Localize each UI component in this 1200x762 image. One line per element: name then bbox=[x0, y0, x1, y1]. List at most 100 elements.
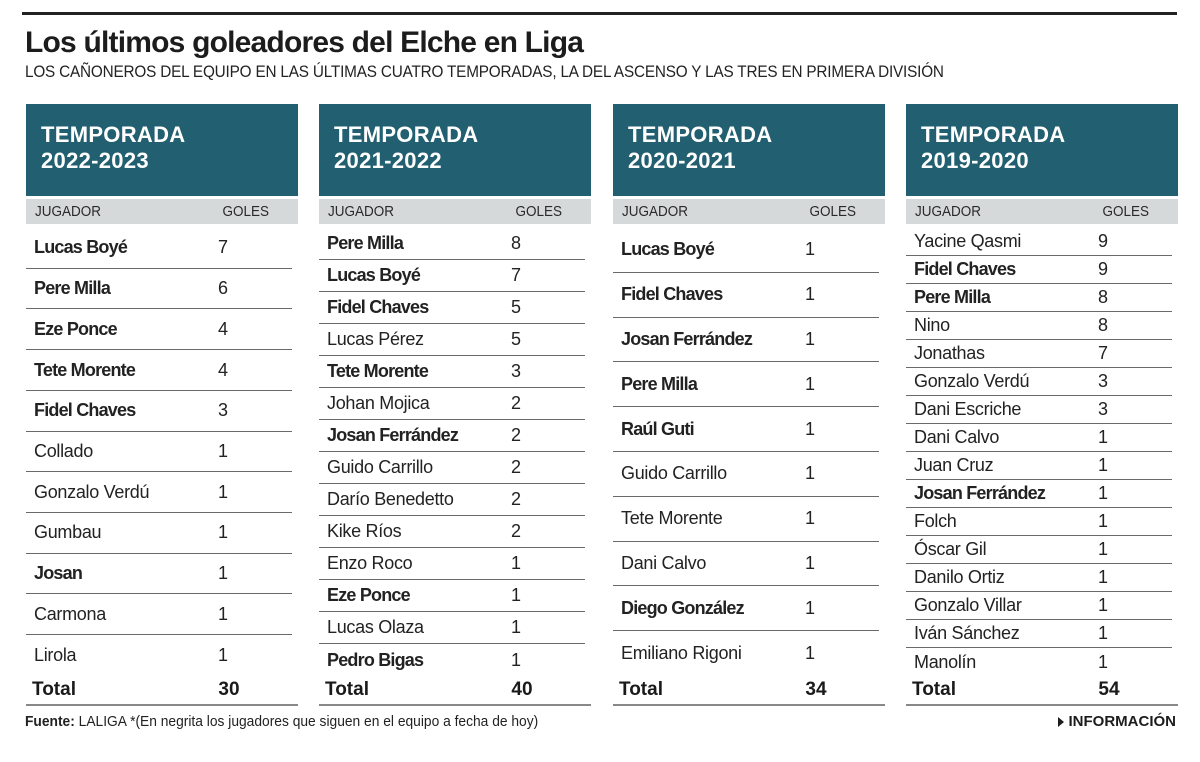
table-row: Pere Milla 8 bbox=[319, 228, 585, 260]
season-years: 2022-2023 bbox=[41, 148, 149, 173]
season-years: 2019-2020 bbox=[921, 148, 1029, 173]
player-goals: 1 bbox=[1097, 595, 1108, 615]
player-name: Josan Ferrández bbox=[621, 328, 753, 349]
player-name: Fidel Chaves bbox=[914, 259, 1016, 279]
total-row: Total 40 bbox=[319, 676, 591, 706]
total-goals: 30 bbox=[218, 679, 240, 700]
player-goals: 8 bbox=[1097, 287, 1108, 307]
player-goals: 4 bbox=[217, 318, 228, 339]
player-goals: 3 bbox=[1097, 371, 1108, 391]
table-row: Fidel Chaves 1 bbox=[613, 273, 879, 318]
table-row: Fidel Chaves 9 bbox=[906, 256, 1172, 284]
player-name: Emiliano Rigoni bbox=[621, 643, 742, 664]
table-row: Enzo Roco 1 bbox=[319, 548, 585, 580]
player-name: Lucas Boyé bbox=[34, 237, 128, 258]
total-label: Total bbox=[912, 679, 956, 700]
player-goals: 1 bbox=[510, 585, 521, 605]
player-name: Juan Cruz bbox=[914, 455, 994, 475]
table-row: Dani Calvo 1 bbox=[613, 542, 879, 587]
player-goals: 1 bbox=[804, 284, 815, 305]
player-goals: 2 bbox=[510, 393, 521, 413]
player-name: Dani Calvo bbox=[914, 427, 1000, 447]
season-header: TEMPORADA 2022-2023 bbox=[26, 104, 298, 196]
player-name: Diego González bbox=[621, 597, 745, 618]
player-name: Lucas Olaza bbox=[327, 617, 424, 637]
total-goals: 40 bbox=[511, 679, 533, 700]
player-goals: 7 bbox=[217, 237, 228, 258]
total-label: Total bbox=[325, 679, 369, 700]
season-header: TEMPORADA 2019-2020 bbox=[906, 104, 1178, 196]
table-row: Folch 1 bbox=[906, 508, 1172, 536]
player-list: Yacine Qasmi 9 Fidel Chaves 9 Pere Milla 8 Nin… bbox=[906, 228, 1178, 676]
table-row: Lucas Boyé 7 bbox=[319, 260, 585, 292]
column-header-player: JUGADOR bbox=[328, 203, 395, 220]
player-name: Fidel Chaves bbox=[34, 400, 136, 421]
player-name: Johan Mojica bbox=[327, 393, 430, 413]
player-name: Guido Carrillo bbox=[621, 463, 727, 484]
player-name: Yacine Qasmi bbox=[914, 231, 1022, 251]
table-row: Carmona 1 bbox=[26, 594, 292, 636]
player-goals: 1 bbox=[1097, 511, 1108, 531]
table-row: Dani Calvo 1 bbox=[906, 424, 1172, 452]
informacion-label: INFORMACIÓN bbox=[1068, 713, 1177, 730]
player-name: Danilo Ortiz bbox=[914, 567, 1005, 587]
column-header-player: JUGADOR bbox=[622, 203, 689, 220]
player-name: Raúl Guti bbox=[621, 418, 695, 439]
table-row: Guido Carrillo 1 bbox=[613, 452, 879, 497]
table-row: Guido Carrillo 2 bbox=[319, 452, 585, 484]
player-name: Pere Milla bbox=[34, 278, 111, 299]
player-list: Pere Milla 8 Lucas Boyé 7 Fidel Chaves 5 Lucas… bbox=[319, 228, 591, 676]
season-table-2020-2021: TEMPORADA 2020-2021 JUGADOR GOLES Lucas Boyé… bbox=[613, 104, 885, 706]
player-goals: 1 bbox=[804, 418, 815, 439]
table-row: Gumbau 1 bbox=[26, 513, 292, 554]
player-goals: 1 bbox=[804, 552, 815, 573]
season-table-2021-2022: TEMPORADA 2021-2022 JUGADOR GOLES Pere Milla… bbox=[319, 104, 591, 706]
table-row: Pedro Bigas 1 bbox=[319, 644, 585, 676]
column-header-goals: GOLES bbox=[1102, 203, 1150, 220]
player-goals: 1 bbox=[217, 481, 228, 502]
table-row: Pere Milla 6 bbox=[26, 269, 292, 310]
player-goals: 6 bbox=[217, 278, 228, 299]
column-header-goals: GOLES bbox=[515, 203, 563, 220]
player-goals: 3 bbox=[1097, 399, 1108, 419]
table-row: Josan Ferrández 2 bbox=[319, 420, 585, 452]
player-name: Kike Ríos bbox=[327, 521, 402, 541]
player-name: Dani Calvo bbox=[621, 552, 707, 573]
player-name: Gonzalo Verdú bbox=[34, 481, 150, 502]
player-name: Fidel Chaves bbox=[621, 284, 723, 305]
source-text: LALIGA *(En negrita los jugadores que si… bbox=[74, 713, 539, 730]
page-subtitle: LOS CAÑONEROS DEL EQUIPO EN LAS ÚLTIMAS … bbox=[25, 62, 944, 81]
player-goals: 1 bbox=[1097, 539, 1108, 559]
table-row: Fidel Chaves 3 bbox=[26, 391, 292, 432]
season-label: TEMPORADA bbox=[921, 122, 1066, 147]
table-row: Eze Ponce 1 bbox=[319, 580, 585, 612]
season-label: TEMPORADA bbox=[334, 122, 479, 147]
player-name: Josan Ferrández bbox=[327, 425, 459, 445]
table-row: Eze Ponce 4 bbox=[26, 309, 292, 351]
player-goals: 1 bbox=[217, 563, 228, 584]
table-row: Diego González 1 bbox=[613, 586, 879, 632]
season-header: TEMPORADA 2021-2022 bbox=[319, 104, 591, 196]
player-name: Tete Morente bbox=[34, 359, 136, 380]
total-label: Total bbox=[619, 679, 663, 700]
table-row: Johan Mojica 2 bbox=[319, 388, 585, 420]
source-label: Fuente: bbox=[25, 713, 75, 730]
player-name: Gumbau bbox=[34, 522, 102, 543]
table-row: Manolín 1 bbox=[906, 648, 1172, 676]
column-header-row: JUGADOR GOLES bbox=[906, 199, 1178, 224]
player-goals: 1 bbox=[1097, 567, 1108, 587]
player-name: Pere Milla bbox=[621, 373, 698, 394]
player-name: Iván Sánchez bbox=[914, 623, 1020, 643]
player-name: Lucas Boyé bbox=[621, 239, 715, 260]
table-row: Kike Ríos 2 bbox=[319, 516, 585, 548]
table-row: Gonzalo Villar 1 bbox=[906, 592, 1172, 620]
table-row: Raúl Guti 1 bbox=[613, 407, 879, 452]
player-name: Eze Ponce bbox=[34, 318, 118, 339]
player-name: Guido Carrillo bbox=[327, 457, 433, 477]
player-goals: 1 bbox=[217, 440, 228, 461]
total-goals: 34 bbox=[805, 679, 827, 700]
player-goals: 1 bbox=[804, 643, 815, 664]
season-label: TEMPORADA bbox=[41, 122, 186, 147]
player-goals: 1 bbox=[804, 239, 815, 260]
season-table-2022-2023: TEMPORADA 2022-2023 JUGADOR GOLES Lucas Boyé… bbox=[26, 104, 298, 706]
